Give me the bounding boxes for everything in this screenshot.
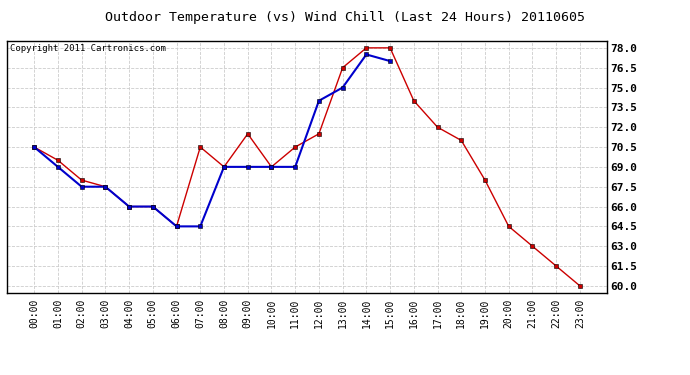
Text: Copyright 2011 Cartronics.com: Copyright 2011 Cartronics.com — [10, 44, 166, 53]
Text: Outdoor Temperature (vs) Wind Chill (Last 24 Hours) 20110605: Outdoor Temperature (vs) Wind Chill (Las… — [105, 11, 585, 24]
